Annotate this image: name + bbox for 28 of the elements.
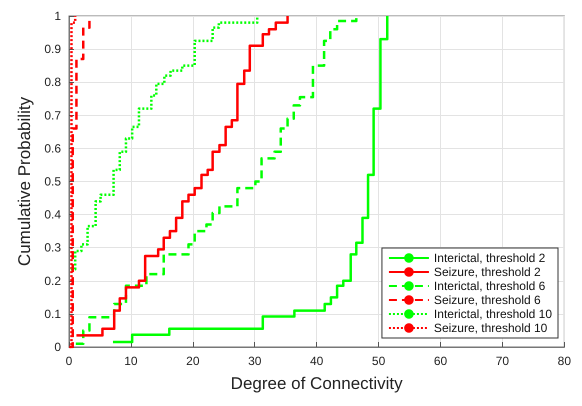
y-tick-label: 0.5 <box>44 174 62 188</box>
y-axis-title: Cumulative Probability <box>15 96 34 266</box>
x-tick-label: 30 <box>248 354 262 368</box>
y-tick-label: 1 <box>54 9 62 23</box>
x-tick-label: 60 <box>434 354 448 368</box>
y-tick-label: 0.7 <box>44 108 62 122</box>
y-tick-label: 0 <box>54 340 62 354</box>
x-axis-title: Degree of Connectivity <box>230 374 404 393</box>
legend-label: Seizure, threshold 6 <box>434 293 541 307</box>
x-tick-label: 70 <box>496 354 510 368</box>
x-tick-label: 0 <box>66 354 73 368</box>
x-tick-label: 10 <box>124 354 138 368</box>
x-tick-label: 80 <box>558 354 572 368</box>
y-tick-label: 0.6 <box>44 141 62 156</box>
x-tick-label: 40 <box>310 354 324 368</box>
y-tick-label: 0.4 <box>44 208 62 222</box>
legend-label: Interictal, threshold 2 <box>434 251 546 265</box>
x-tick-label: 20 <box>186 354 200 368</box>
y-tick-label: 0.1 <box>44 306 62 321</box>
legend-label: Interictal, threshold 6 <box>434 279 546 293</box>
y-tick-label: 0.8 <box>44 75 62 90</box>
legend-label: Interictal, threshold 10 <box>434 307 552 321</box>
legend-label: Seizure, threshold 10 <box>434 321 548 335</box>
y-tick-label: 0.3 <box>44 240 62 255</box>
x-tick-label: 50 <box>372 354 386 368</box>
y-tick-label: 0.9 <box>44 42 62 56</box>
y-tick-label: 0.2 <box>44 274 62 288</box>
legend-label: Seizure, threshold 2 <box>434 265 541 279</box>
